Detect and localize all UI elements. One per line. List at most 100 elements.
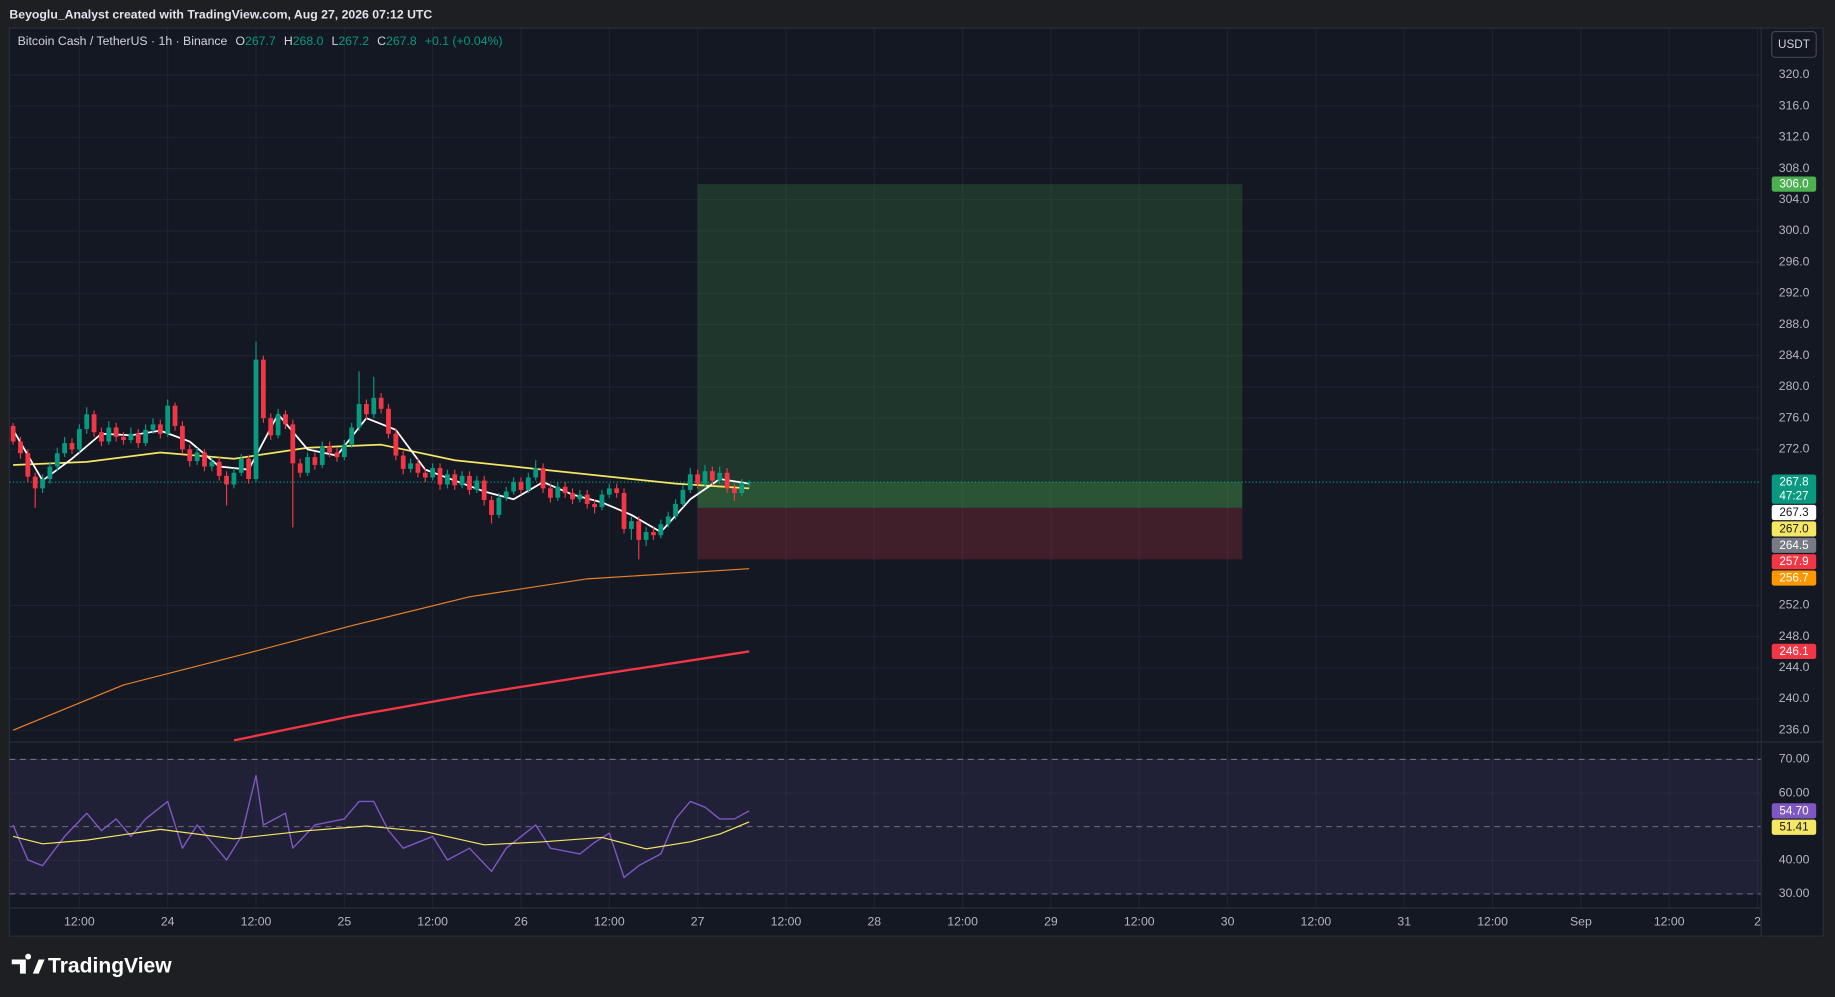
legend-key: L: [332, 34, 339, 48]
candle-body: [371, 397, 377, 415]
candle-body: [47, 466, 53, 479]
y-tick-label: 288.0: [1779, 317, 1810, 331]
candle-body: [739, 482, 745, 494]
y-tick-label: 304.0: [1779, 192, 1810, 206]
candle-body: [216, 461, 222, 476]
candle-body: [194, 452, 200, 462]
legend: Bitcoin Cash / TetherUS · 1h · Binance O…: [18, 34, 503, 48]
candle-body: [614, 488, 620, 494]
legend-value: 267.7: [245, 34, 276, 48]
candle-body: [636, 521, 642, 540]
x-tick-label: 24: [161, 914, 175, 928]
candle-body: [25, 453, 31, 477]
candle-body: [224, 475, 229, 485]
candle-body: [327, 446, 333, 453]
candle-body: [555, 486, 561, 498]
candle-body: [393, 433, 399, 456]
candle-body: [400, 455, 406, 469]
price-tag-label: 246.1: [1779, 645, 1808, 658]
candle-body: [525, 477, 531, 490]
candle-body: [187, 449, 193, 462]
price-tag-label: 257.9: [1779, 555, 1808, 568]
price-tag-label: 306.0: [1779, 178, 1809, 191]
y-tick-label: 320.0: [1779, 67, 1810, 81]
candle-body: [430, 468, 436, 478]
candle-body: [32, 476, 38, 489]
price-tag: [1771, 819, 1817, 835]
price-tag-label: 256.7: [1779, 572, 1808, 585]
candle-body: [268, 418, 274, 436]
y-tick-label: 296.0: [1779, 254, 1810, 268]
profit-zone: [697, 184, 1243, 508]
rsi-band: [9, 758, 1762, 895]
y-tick-label: 40.00: [1779, 853, 1810, 867]
candle-body: [386, 408, 391, 434]
header-text: Beyoglu_Analyst created with TradingView…: [9, 7, 432, 21]
candle-body: [665, 516, 671, 525]
x-tick-label: 12:00: [1301, 914, 1332, 928]
candle-body: [415, 463, 421, 473]
price-tag-label: 267.3: [1779, 506, 1808, 519]
y-tick-label: 300.0: [1779, 223, 1810, 237]
legend-value: 268.0: [293, 34, 324, 48]
candle-body: [592, 503, 597, 508]
candle-body: [54, 453, 60, 467]
axes: 12:00 24 12:00 25 12:00 26 12:00 27 12:00 28 12:00…: [64, 67, 1810, 928]
price-tag: [1771, 803, 1817, 819]
x-tick-label: 31: [1397, 914, 1411, 928]
candle-body: [378, 397, 384, 409]
candle-body: [746, 482, 752, 484]
candle-body: [467, 475, 472, 490]
x-tick-label: 12:00: [241, 914, 272, 928]
candle-body: [231, 472, 237, 485]
x-tick-label: 12:00: [947, 914, 978, 928]
candle-body: [577, 494, 583, 500]
candle-body: [106, 427, 112, 442]
candle-body: [584, 494, 590, 504]
candle-body: [290, 424, 296, 464]
legend-value: 267.8: [386, 34, 417, 48]
x-tick-label: 26: [514, 914, 528, 928]
candle-body: [496, 497, 502, 515]
candle-body: [91, 414, 97, 433]
currency-button-frame[interactable]: [1771, 31, 1817, 58]
candle-body: [724, 472, 730, 489]
currency-button[interactable]: USDT: [1771, 31, 1817, 58]
candle-body: [540, 468, 546, 489]
rsi-lines: [12, 774, 750, 879]
candle-body: [143, 429, 148, 444]
y-tick-label: 248.0: [1779, 629, 1810, 643]
indicator-line: [12, 568, 750, 731]
candle-body: [150, 424, 156, 430]
y-tick-label: 70.00: [1779, 752, 1810, 766]
candle-body: [481, 480, 487, 501]
candle-body: [275, 414, 281, 436]
price-tag: [1771, 176, 1817, 192]
price-tag-countdown: 47:27: [1779, 489, 1808, 502]
candle-body: [202, 452, 207, 467]
candle-body: [459, 475, 465, 486]
price-tags: 306.0 267.847:27 267.3 267.0 264.5 257.9 256.7…: [1771, 176, 1817, 835]
y-tick-label: 280.0: [1779, 379, 1810, 393]
x-tick-label: 12:00: [1477, 914, 1508, 928]
price-tag: [1771, 537, 1817, 553]
candle-body: [40, 478, 45, 489]
candle-body: [489, 500, 494, 515]
candle-body: [76, 429, 82, 450]
indicator-line: [12, 821, 750, 850]
price-tag: [1771, 643, 1817, 660]
candle-body: [209, 461, 215, 467]
y-tick-label: 236.0: [1779, 722, 1810, 736]
x-tick-label: 28: [867, 914, 881, 928]
candle-body: [732, 488, 737, 494]
y-tick-label: 272.0: [1779, 442, 1810, 456]
price-tag-label: 264.5: [1779, 539, 1809, 552]
candle-body: [695, 474, 701, 484]
legend-value: 267.2: [338, 34, 369, 48]
y-tick-label: 252.0: [1779, 598, 1810, 612]
candle-body: [135, 433, 141, 444]
price-tag-label: 54.70: [1779, 804, 1809, 817]
price-tag-label: 51.41: [1779, 821, 1808, 834]
currency-label[interactable]: USDT: [1778, 38, 1810, 51]
candle-body: [518, 482, 524, 490]
